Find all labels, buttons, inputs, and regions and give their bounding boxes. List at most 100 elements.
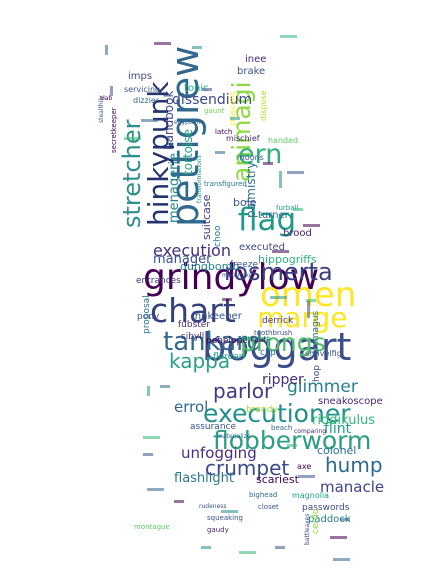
cloud-word: toothbrush xyxy=(254,329,292,337)
cloud-word: moons xyxy=(237,153,264,162)
tiny-word-mark xyxy=(141,119,158,122)
cloud-word: dispose xyxy=(259,90,268,121)
tiny-word-mark xyxy=(124,137,141,140)
cloud-word: palmistry xyxy=(244,162,258,218)
cloud-word: innkeeper xyxy=(192,311,243,322)
cloud-word: passwords xyxy=(302,503,350,513)
tiny-word-mark xyxy=(307,301,310,318)
cloud-word: stealthily xyxy=(98,95,105,123)
cloud-word: derrick xyxy=(262,316,294,326)
cloud-word: axe xyxy=(297,462,311,471)
cloud-word: sixteenth xyxy=(238,335,271,343)
tiny-word-mark xyxy=(279,171,282,188)
cloud-word: manager xyxy=(153,252,212,267)
cloud-word: tortoise xyxy=(181,129,195,175)
cloud-word: handed xyxy=(268,136,298,145)
cloud-word: egyptian xyxy=(174,119,201,126)
cloud-word: hinkypunk xyxy=(142,81,175,226)
cloud-word: paddock xyxy=(308,514,351,525)
cloud-word: animagus xyxy=(311,311,321,355)
cloud-word: scariest xyxy=(256,473,300,486)
tiny-word-mark xyxy=(230,117,240,120)
cloud-word: secretkeeper xyxy=(110,107,118,153)
cloud-word: tonic xyxy=(184,83,209,94)
cloud-word: florean xyxy=(213,352,244,362)
tiny-word-mark xyxy=(160,385,170,388)
cloud-word: hop xyxy=(312,365,322,382)
cloud-word: boggart xyxy=(202,325,351,369)
cloud-word: brandy xyxy=(246,405,278,415)
cloud-word: crumpet xyxy=(205,456,289,480)
cloud-word: dizzier xyxy=(133,96,160,105)
cloud-word: brood xyxy=(283,228,312,239)
cloud-word: flobberworm xyxy=(213,426,371,455)
cloud-word: howl xyxy=(251,337,265,344)
cloud-word: dungbomb xyxy=(180,260,239,273)
cloud-word: glimmer xyxy=(287,377,358,397)
tiny-word-mark xyxy=(287,444,297,447)
cloud-word: imps xyxy=(128,71,152,82)
cloud-word: errol xyxy=(174,398,208,416)
cloud-word: gaunt xyxy=(204,107,225,115)
cloud-word: battleaxes xyxy=(304,514,311,545)
cloud-word: turner xyxy=(258,210,290,221)
tiny-word-mark xyxy=(221,510,238,513)
cloud-word: manacle xyxy=(320,478,384,496)
tiny-word-mark xyxy=(143,453,153,456)
cloud-word: transfigured xyxy=(204,180,247,188)
cloud-word: squeaking xyxy=(207,514,243,522)
cloud-word: unfogging xyxy=(181,444,257,462)
cloud-word: tankard xyxy=(163,327,263,357)
cloud-word: dissendium xyxy=(172,92,252,108)
cloud-word: grindylow xyxy=(143,257,319,298)
tiny-word-mark xyxy=(147,488,164,491)
tiny-word-mark xyxy=(272,250,289,253)
tiny-word-mark xyxy=(275,546,285,549)
tiny-word-mark xyxy=(174,500,184,503)
tiny-word-mark xyxy=(333,558,350,561)
tiny-word-mark xyxy=(201,546,211,549)
tiny-word-mark xyxy=(293,208,303,211)
cloud-word: sibyll xyxy=(181,332,204,342)
cloud-word: flag xyxy=(238,202,296,238)
cloud-word: pettigrew xyxy=(163,46,207,227)
tiny-word-mark xyxy=(105,45,108,55)
cloud-word: latch xyxy=(215,128,232,136)
cloud-word: bighead xyxy=(249,491,277,499)
tiny-word-mark xyxy=(154,42,171,45)
tiny-word-mark xyxy=(110,86,113,96)
cloud-word: bole xyxy=(233,196,257,209)
tiny-word-mark xyxy=(263,162,273,165)
cloud-word: menagerie xyxy=(167,153,182,223)
cloud-word: magnolia xyxy=(292,491,329,500)
cloud-word: hump xyxy=(325,453,383,477)
cloud-word: ern xyxy=(238,139,282,170)
cloud-word: colonel xyxy=(317,444,356,457)
tiny-word-mark xyxy=(147,386,150,396)
cloud-word: animagi xyxy=(227,81,256,182)
cloud-word: ripper xyxy=(262,372,304,388)
cloud-word: stretcher xyxy=(118,119,146,228)
cloud-word: transformations xyxy=(196,155,203,203)
tiny-word-mark xyxy=(306,299,316,302)
cloud-word: assurance xyxy=(190,422,236,432)
cloud-word: chart xyxy=(150,291,236,330)
cloud-word: fubster xyxy=(178,320,210,330)
cloud-word: furball xyxy=(276,204,298,212)
cloud-word: mischief xyxy=(226,134,260,143)
cloud-word: rosmerta xyxy=(224,258,333,286)
cloud-word: riddikulus xyxy=(312,413,375,428)
cloud-word: executed xyxy=(239,242,285,253)
cloud-word: proposal xyxy=(142,295,152,334)
cloud-word: materialize xyxy=(217,433,251,440)
tiny-word-mark xyxy=(303,224,320,227)
cloud-word: hippogriffs xyxy=(258,253,317,266)
cloud-word: flashlight xyxy=(174,471,234,486)
cloud-word: sneakoscope xyxy=(318,396,383,407)
cloud-word: servicing xyxy=(124,85,160,94)
cloud-word: gaudy xyxy=(207,526,229,534)
tiny-word-mark xyxy=(215,151,225,154)
cloud-word: choo xyxy=(213,225,223,247)
